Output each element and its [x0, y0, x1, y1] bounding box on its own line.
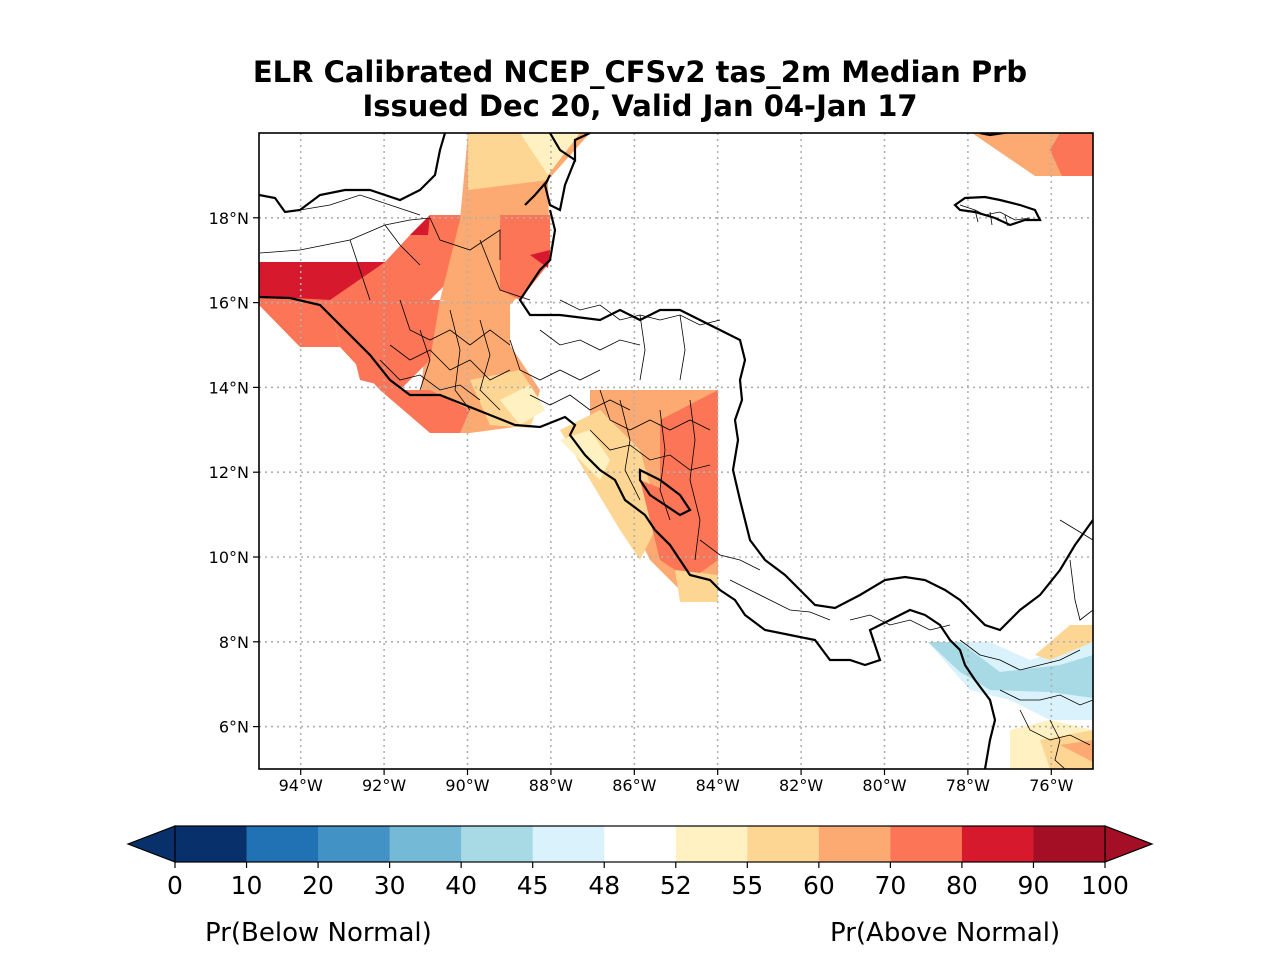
colorbar-segment	[175, 826, 248, 862]
fill-region	[500, 215, 550, 300]
colorbar-tick-label: 45	[517, 871, 549, 900]
below-normal-label: Pr(Below Normal)	[205, 918, 432, 948]
lon-tick-label: 94°W	[279, 776, 323, 795]
plot-frame	[258, 132, 1094, 770]
fill-region	[1050, 133, 1093, 176]
colorbar-frame	[174, 825, 1106, 863]
colorbar-tick-label: 10	[231, 871, 263, 900]
colorbar-tick-label: 80	[946, 871, 978, 900]
colorbar-extend-low	[126, 825, 176, 863]
colorbar-tick-label: 55	[731, 871, 763, 900]
gridlines	[259, 133, 1093, 769]
colorbar-tick-label: 90	[1018, 871, 1050, 900]
lon-tick-label: 80°W	[862, 776, 906, 795]
fill-region	[259, 296, 340, 347]
lon-tick-label: 84°W	[696, 776, 740, 795]
colorbar-segment	[675, 826, 748, 862]
probability-fill-layer	[259, 133, 1093, 769]
colorbar-segment	[818, 826, 891, 862]
lat-tick-label: 10°N	[209, 548, 249, 567]
colorbar-segment	[604, 826, 677, 862]
colorbar-tick-label: 100	[1081, 871, 1129, 900]
fill-region	[350, 300, 440, 390]
colorbar-tick-label: 60	[803, 871, 835, 900]
lat-tick-label: 8°N	[219, 633, 249, 652]
fill-region	[410, 215, 430, 235]
coastlines	[259, 133, 1093, 769]
boundaries-layer	[259, 133, 1093, 769]
fill-region	[640, 480, 700, 580]
colorbar-extend-high	[1104, 825, 1154, 863]
colorbar-tick-label: 70	[874, 871, 906, 900]
axis-ticks: 18°N 16°N 14°N 12°N 10°N 8°N 6°N 94°W 92°W 90°W 88…	[209, 209, 1074, 795]
lon-tick-label: 76°W	[1029, 776, 1073, 795]
colorbar-tick-label: 0	[167, 871, 183, 900]
map-title-line2: Issued Dec 20, Valid Jan 04-Jan 17	[362, 89, 918, 123]
admin-borders	[259, 194, 1093, 769]
colorbar-segment	[461, 826, 534, 862]
lon-tick-label: 90°W	[445, 776, 489, 795]
fill-region	[500, 385, 545, 425]
above-normal-label: Pr(Above Normal)	[830, 918, 1061, 948]
colorbar-tick-label: 20	[302, 871, 334, 900]
colorbar-tick-label: 30	[374, 871, 406, 900]
lat-tick-label: 18°N	[209, 209, 249, 228]
fill-region	[520, 133, 580, 175]
fill-region	[675, 570, 718, 602]
lon-tick-label: 78°W	[946, 776, 990, 795]
lon-tick-label: 92°W	[362, 776, 406, 795]
map-title-line1: ELR Calibrated NCEP_CFSv2 tas_2m Median …	[252, 55, 1028, 89]
lat-tick-label: 14°N	[209, 378, 249, 397]
colorbar-segment	[532, 826, 605, 862]
colorbar-segment	[318, 826, 391, 862]
colorbar-segment	[246, 826, 319, 862]
colorbar-segment	[389, 826, 462, 862]
colorbar-tick-label: 48	[588, 871, 620, 900]
lon-tick-label: 86°W	[612, 776, 656, 795]
colorbar-tick-label: 40	[445, 871, 477, 900]
fill-region	[928, 642, 1093, 698]
colorbar-segment	[1033, 826, 1106, 862]
lon-tick-label: 88°W	[529, 776, 573, 795]
fill-region	[380, 390, 470, 433]
colorbar: 0 10 20 30 40 45 48 52 55 60 70 80 90 100	[126, 825, 1154, 900]
colorbar-segment	[890, 826, 963, 862]
colorbar-tick-label: 52	[660, 871, 692, 900]
colorbar-segment	[747, 826, 820, 862]
fill-region	[1060, 740, 1093, 762]
colorbar-segment	[961, 826, 1034, 862]
lon-tick-label: 82°W	[779, 776, 823, 795]
lat-tick-label: 12°N	[209, 463, 249, 482]
lat-tick-label: 6°N	[219, 718, 249, 737]
lat-tick-label: 16°N	[209, 294, 249, 313]
